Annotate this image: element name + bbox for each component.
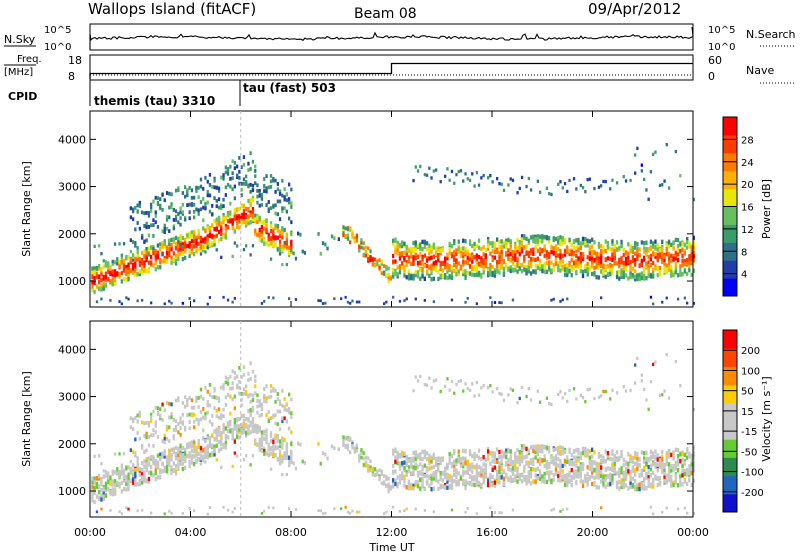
vel-colorbar-tick-1: -100 — [741, 468, 764, 479]
nave-tick-top: 60 — [708, 54, 722, 67]
velocity-ylabel: Slant Range [km] — [20, 371, 33, 467]
nsky-label: N.Sky — [4, 33, 36, 46]
power-yticks-label-0: 1000 — [58, 275, 86, 288]
power-colorbar-tick-2: 12 — [741, 225, 754, 236]
vel-colorbar-tick-0: -200 — [741, 488, 764, 499]
nsearch-label: N.Search — [746, 28, 796, 41]
power-ylabel: Slant Range [km] — [20, 161, 33, 257]
power-colorbar-tick-6: 28 — [741, 135, 754, 146]
time-tick-label-1: 04:00 — [175, 526, 207, 539]
time-tick-label-5: 20:00 — [577, 526, 609, 539]
vel-colorbar-tick-6: 100 — [741, 366, 760, 377]
nsky-tick-top: 10^5 — [44, 25, 71, 36]
nave-tick-bottom: 0 — [708, 70, 715, 83]
time-tick-label-0: 00:00 — [74, 526, 106, 539]
vel-colorbar-tick-3: -15 — [741, 427, 757, 438]
freq-tick-bottom: 8 — [68, 70, 75, 83]
power-colorbar-tick-0: 4 — [741, 270, 747, 281]
time-tick-label-6: 00:00 — [677, 526, 709, 539]
vel-colorbar-tick-5: 50 — [741, 387, 754, 398]
cpid-segment-1: tau (fast) 503 — [243, 81, 336, 95]
beam-title: Beam 08 — [354, 6, 417, 22]
nsearch-tick-bottom: 10^0 — [708, 42, 735, 53]
nsky-tick-bottom: 10^0 — [44, 42, 71, 53]
vel-yticks-label-0: 1000 — [58, 485, 86, 498]
time-tick-label-2: 08:00 — [275, 526, 307, 539]
power-colorbar-label: Power [dB] — [760, 179, 773, 239]
time-tick-label-3: 12:00 — [376, 526, 408, 539]
power-colorbar-tick-4: 20 — [741, 180, 754, 191]
nsearch-tick-top: 10^5 — [708, 25, 735, 36]
date-title: 09/Apr/2012 — [588, 0, 681, 18]
time-tick-label-4: 16:00 — [476, 526, 508, 539]
vel-colorbar-tick-4: 15 — [741, 407, 754, 418]
power-yticks-label-2: 3000 — [58, 181, 86, 194]
station-title: Wallops Island (fitACF) — [88, 0, 256, 18]
freq-unit: [MHz] — [4, 67, 33, 78]
freq-panel: Freq. [MHz] 18 8 60 0 Nave — [4, 54, 796, 84]
nsky-panel: N.Sky 10^5 10^0 10^5 10^0 N.Search — [4, 23, 796, 53]
cpid-label: CPID — [8, 90, 37, 103]
power-colorbar-tick-3: 16 — [741, 203, 754, 214]
vel-yticks-label-1: 2000 — [58, 438, 86, 451]
power-panel: 1000 2000 3000 4000 Slant Range [km] 4 8 12 16… — [20, 110, 773, 308]
freq-label: Freq. — [17, 54, 42, 65]
cpid-segment-0: themis (tau) 3310 — [94, 94, 215, 108]
nave-label: Nave — [746, 64, 774, 77]
vel-yticks-label-3: 4000 — [58, 343, 86, 356]
time-axis-label: Time UT — [368, 541, 414, 554]
freq-tick-top: 18 — [68, 54, 82, 67]
vel-yticks-label-2: 3000 — [58, 391, 86, 404]
vel-colorbar-tick-2: -50 — [741, 447, 757, 458]
vel-colorbar-tick-7: 200 — [741, 346, 760, 357]
cpid-panel: CPID themis (tau) 3310 tau (fast) 503 — [8, 80, 336, 108]
power-yticks-label-1: 2000 — [58, 228, 86, 241]
time-axis: 00:00 04:00 08:00 12:00 16:00 20:00 00:00 Time… — [74, 111, 709, 554]
power-colorbar-tick-5: 24 — [741, 158, 754, 169]
power-colorbar-tick-1: 8 — [741, 247, 747, 258]
velocity-panel: 1000 2000 3000 4000 Slant Range [km] -200 -1… — [20, 320, 773, 518]
velocity-colorbar-label: Velocity [m s⁻¹] — [760, 376, 773, 461]
power-yticks-label-3: 4000 — [58, 133, 86, 146]
